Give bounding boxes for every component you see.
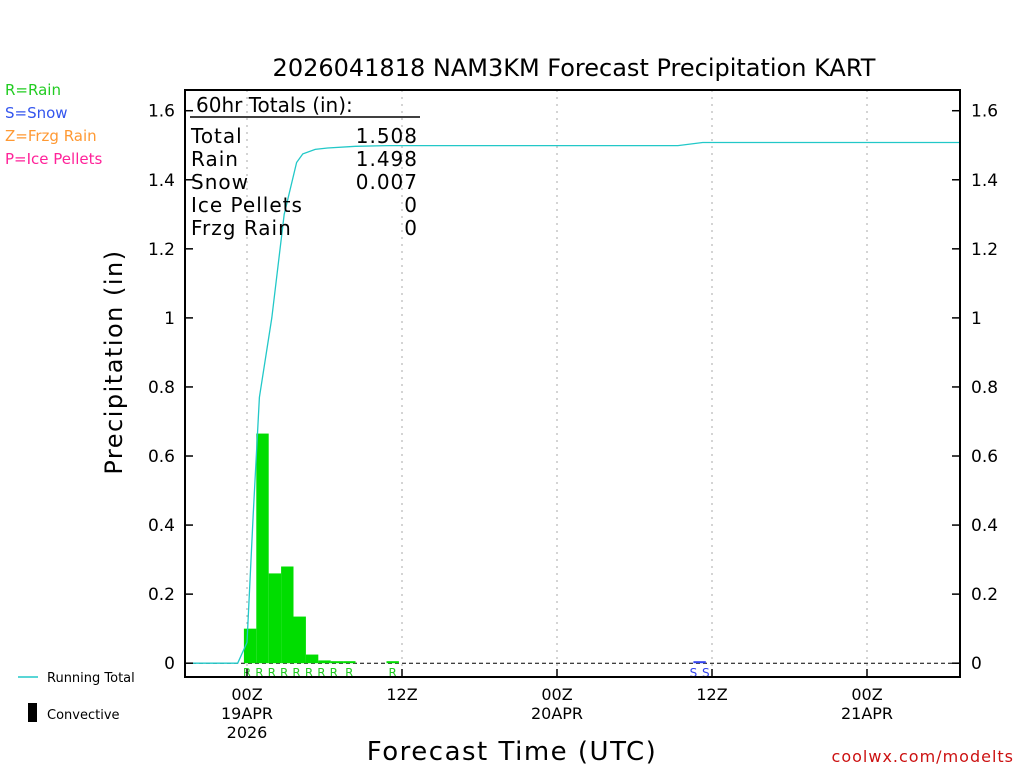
y-tick-label: 1.6 (148, 102, 175, 122)
y-tick-label-right: 0 (971, 654, 982, 674)
y-tick-label: 0.6 (148, 447, 175, 467)
y-tick-label: 0.2 (148, 585, 175, 605)
x-tick-label: 12Z (386, 685, 417, 704)
series-legend: Running Total Convective (18, 671, 135, 723)
totals-row-label: Total (190, 124, 243, 148)
y-tick-label: 1 (164, 309, 175, 329)
ptype-label: R (317, 666, 325, 680)
precip-bar (330, 661, 344, 664)
ptype-label: R (292, 666, 300, 680)
precip-bar (256, 433, 269, 664)
precip-bar (281, 566, 294, 664)
y-tick-label: 1.2 (148, 240, 175, 260)
ptype-label: R (255, 666, 263, 680)
totals-rows: Total 1.508 Rain 1.498 Snow 0.007 Ice Pellets 0… (190, 124, 418, 240)
totals-row-value: 1.498 (356, 147, 418, 171)
totals-row-value: 0.007 (356, 170, 418, 194)
precip-bar (318, 660, 331, 664)
totals-row-label: Snow (191, 170, 249, 194)
totals-heading: 60hr Totals (in): (196, 93, 353, 117)
y-tick-label-right: 0.2 (971, 585, 998, 605)
totals-row-label: Ice Pellets (191, 193, 303, 217)
running-total-line (185, 141, 960, 664)
totals-row-label: Rain (191, 147, 239, 171)
precip-bar (293, 616, 306, 664)
y-tick-label-right: 0.4 (971, 516, 998, 536)
x-tick-date: 19APR (221, 704, 273, 723)
ptype-legend-item: R=Rain (5, 81, 61, 99)
x-tick-label: 00Z (231, 685, 262, 704)
watermark: coolwx.com/modelts (832, 747, 1014, 766)
y-tick-label: 1.4 (148, 171, 175, 191)
ptype-legend-item: Z=Frzg Rain (5, 127, 97, 145)
y-tick-label: 0.4 (148, 516, 175, 536)
ptype-label: R (268, 666, 276, 680)
y-tick-label-right: 1.4 (971, 171, 998, 191)
ptype-label: S (702, 666, 710, 680)
y-axis-ticks: 0 00.2 0.20.4 0.40.6 0.60.8 0.81 11.2 1.21.4 1.4… (148, 102, 998, 674)
precip-bar (305, 654, 319, 664)
totals-box: 60hr Totals (in): Total 1.508 Rain 1.498 Sno… (190, 93, 420, 240)
totals-row-value: 1.508 (356, 124, 418, 148)
totals-row-label: Frzg Rain (191, 216, 292, 240)
y-tick-label-right: 0.8 (971, 378, 998, 398)
precip-bar (386, 661, 399, 664)
x-tick-date: 20APR (531, 704, 583, 723)
x-axis-label: Forecast Time (UTC) (367, 737, 658, 767)
totals-row-value: 0 (404, 216, 418, 240)
y-tick-label-right: 1.6 (971, 102, 998, 122)
ptype-label: R (389, 666, 397, 680)
plot-area: RRRRRRRRRRSS 000.20.20.40.40.60.60.80.81… (148, 89, 998, 742)
y-tick-label: 0 (164, 654, 175, 674)
x-tick-label: 12Z (696, 685, 727, 704)
running-total-legend-label: Running Total (47, 671, 135, 686)
plot-frame (184, 89, 961, 678)
ptype-label: R (280, 666, 288, 680)
ptype-label: S (690, 666, 698, 680)
ptype-legend: R=Rain S=Snow Z=Frzg Rain P=Ice Pellets (5, 81, 102, 168)
y-tick-label-right: 1.2 (971, 240, 998, 260)
convective-legend-label: Convective (47, 708, 120, 723)
y-tick-label: 0.8 (148, 378, 175, 398)
y-tick-label-right: 1 (971, 309, 982, 329)
x-tick-date: 21APR (841, 704, 893, 723)
precip-bar (693, 661, 706, 664)
ptype-labels: RRRRRRRRRRSS (243, 666, 710, 680)
y-axis-label: Precipitation (in) (100, 249, 128, 474)
ptype-label: R (305, 666, 313, 680)
x-tick-year: 2026 (227, 723, 268, 742)
ptype-legend-item: P=Ice Pellets (5, 150, 102, 168)
ptype-label: R (345, 666, 353, 680)
ptype-legend-item: S=Snow (5, 104, 68, 122)
x-tick-label: 00Z (541, 685, 572, 704)
precip-bar (343, 661, 356, 664)
chart-title: 2026041818 NAM3KM Forecast Precipitation… (273, 54, 876, 82)
totals-row-value: 0 (404, 193, 418, 217)
ptype-label: R (330, 666, 338, 680)
convective-legend-swatch (28, 703, 37, 722)
y-tick-label-right: 0.6 (971, 447, 998, 467)
x-tick-label: 00Z (851, 685, 882, 704)
precip-bar (268, 573, 282, 664)
